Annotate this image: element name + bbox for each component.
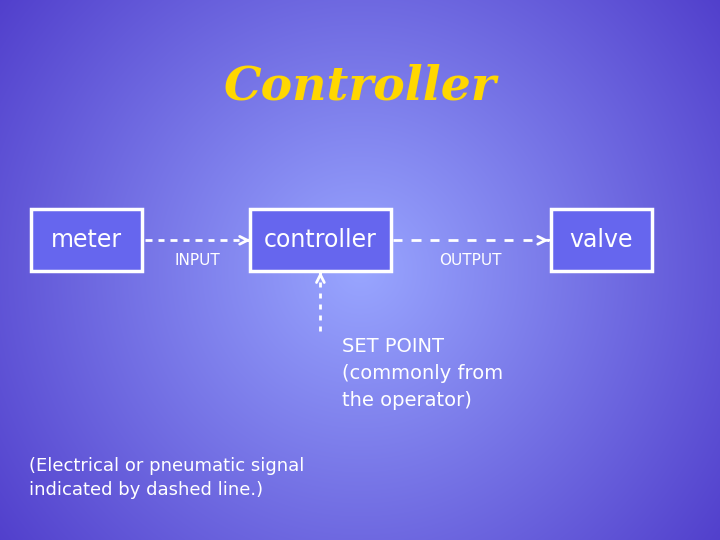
- Text: INPUT: INPUT: [174, 253, 220, 268]
- Text: SET POINT
(commonly from
the operator): SET POINT (commonly from the operator): [342, 338, 503, 409]
- Text: OUTPUT: OUTPUT: [439, 253, 501, 268]
- FancyBboxPatch shape: [30, 209, 143, 271]
- Text: (Electrical or pneumatic signal
indicated by dashed line.): (Electrical or pneumatic signal indicate…: [29, 457, 304, 499]
- Text: controller: controller: [264, 228, 377, 252]
- FancyBboxPatch shape: [251, 209, 390, 271]
- Text: Controller: Controller: [224, 63, 496, 110]
- Text: valve: valve: [570, 228, 633, 252]
- Text: meter: meter: [51, 228, 122, 252]
- FancyBboxPatch shape: [551, 209, 652, 271]
